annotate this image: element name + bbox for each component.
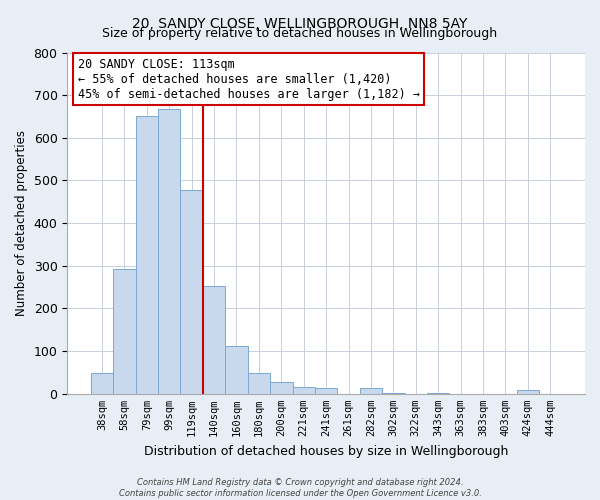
Bar [181, 190, 203, 394]
Y-axis label: Number of detached properties: Number of detached properties [15, 130, 28, 316]
Bar [382, 392, 404, 394]
Text: 20 SANDY CLOSE: 113sqm
← 55% of detached houses are smaller (1,420)
45% of semi-: 20 SANDY CLOSE: 113sqm ← 55% of detached… [77, 58, 419, 100]
Bar [270, 382, 293, 394]
Bar [315, 388, 337, 394]
Bar [427, 392, 449, 394]
X-axis label: Distribution of detached houses by size in Wellingborough: Distribution of detached houses by size … [144, 444, 508, 458]
Bar [113, 269, 136, 394]
Bar [293, 388, 315, 394]
Bar [225, 346, 248, 394]
Bar [248, 374, 270, 394]
Bar [360, 388, 382, 394]
Text: 20, SANDY CLOSE, WELLINGBOROUGH, NN8 5AY: 20, SANDY CLOSE, WELLINGBOROUGH, NN8 5AY [133, 18, 467, 32]
Bar [203, 286, 225, 394]
Text: Contains HM Land Registry data © Crown copyright and database right 2024.
Contai: Contains HM Land Registry data © Crown c… [119, 478, 481, 498]
Text: Size of property relative to detached houses in Wellingborough: Size of property relative to detached ho… [103, 28, 497, 40]
Bar [517, 390, 539, 394]
Bar [91, 374, 113, 394]
Bar [158, 109, 181, 394]
Bar [136, 116, 158, 394]
